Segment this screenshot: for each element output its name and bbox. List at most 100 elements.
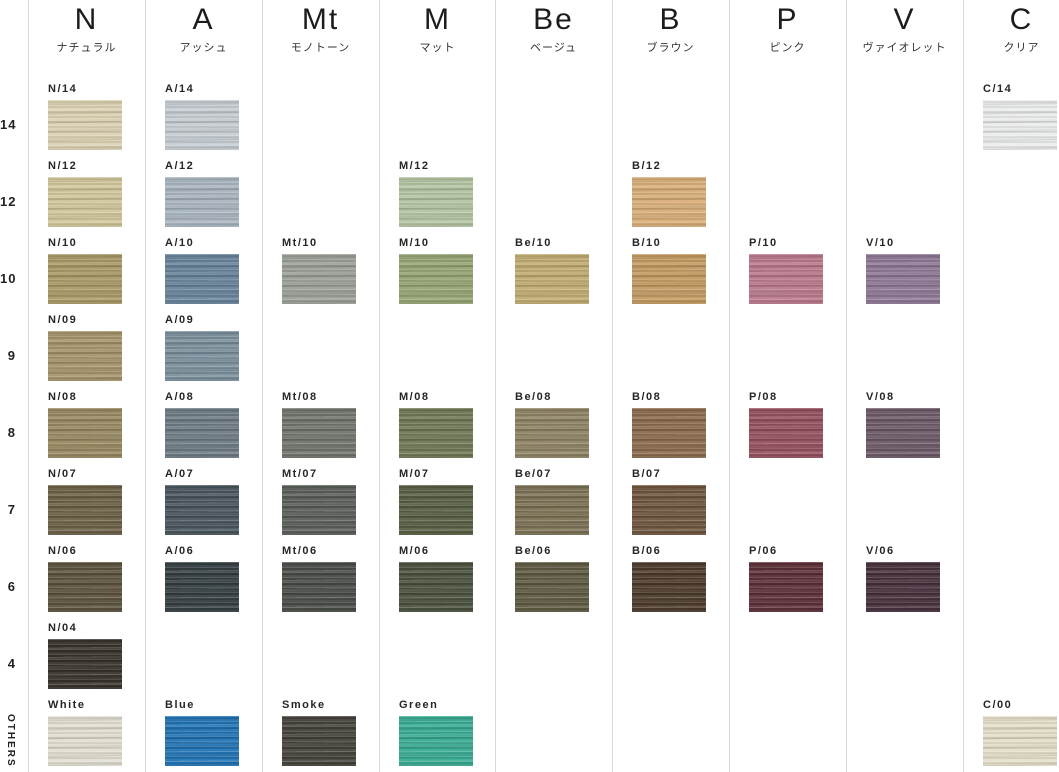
swatch-v-06 bbox=[866, 562, 940, 612]
swatch-n-08 bbox=[48, 408, 122, 458]
swatch-label-p-08: P/08 bbox=[749, 391, 778, 403]
column-name-ja: アッシュ bbox=[179, 42, 228, 54]
column-divider bbox=[963, 0, 964, 772]
swatch-n-14 bbox=[48, 100, 122, 150]
swatch-v-08 bbox=[866, 408, 940, 458]
column-header-mt: Mt モノトーン bbox=[262, 2, 379, 55]
swatch-m-07 bbox=[399, 485, 473, 535]
column-header-a: A アッシュ bbox=[145, 2, 262, 55]
swatch-label-blue: Blue bbox=[165, 699, 195, 711]
swatch-b-08 bbox=[632, 408, 706, 458]
column-header-b: B ブラウン bbox=[612, 2, 729, 55]
swatch-label-c-00: C/00 bbox=[983, 699, 1013, 711]
swatch-b-10 bbox=[632, 254, 706, 304]
column-divider bbox=[846, 0, 847, 772]
swatch-mt-06 bbox=[282, 562, 356, 612]
column-divider bbox=[262, 0, 263, 772]
row-label-4: 4 bbox=[7, 656, 16, 671]
swatch-mt-08 bbox=[282, 408, 356, 458]
swatch-label-v-10: V/10 bbox=[866, 237, 895, 249]
swatch-label-mt-10: Mt/10 bbox=[282, 237, 318, 249]
swatch-label-a-06: A/06 bbox=[165, 545, 195, 557]
swatch-n-06 bbox=[48, 562, 122, 612]
swatch-label-b-10: B/10 bbox=[632, 237, 662, 249]
swatch-p-06 bbox=[749, 562, 823, 612]
swatch-label-n-04: N/04 bbox=[48, 622, 78, 634]
swatch-m-12 bbox=[399, 177, 473, 227]
column-divider bbox=[145, 0, 146, 772]
swatch-label-be-06: Be/06 bbox=[515, 545, 552, 557]
swatch-label-be-07: Be/07 bbox=[515, 468, 552, 480]
row-label-8: 8 bbox=[7, 425, 16, 440]
column-code: Mt bbox=[301, 3, 340, 36]
swatch-m-08 bbox=[399, 408, 473, 458]
swatch-label-b-12: B/12 bbox=[632, 160, 662, 172]
swatch-label-m-06: M/06 bbox=[399, 545, 430, 557]
swatch-b-07 bbox=[632, 485, 706, 535]
column-name-ja: クリア bbox=[1003, 42, 1040, 54]
swatch-label-a-07: A/07 bbox=[165, 468, 195, 480]
swatch-v-10 bbox=[866, 254, 940, 304]
swatch-label-v-08: V/08 bbox=[866, 391, 895, 403]
swatch-p-08 bbox=[749, 408, 823, 458]
swatch-a-09 bbox=[165, 331, 239, 381]
swatch-a-06 bbox=[165, 562, 239, 612]
swatch-label-n-06: N/06 bbox=[48, 545, 78, 557]
column-divider bbox=[729, 0, 730, 772]
swatch-n-10 bbox=[48, 254, 122, 304]
swatch-label-v-06: V/06 bbox=[866, 545, 895, 557]
column-code: P bbox=[776, 3, 799, 36]
swatch-label-m-12: M/12 bbox=[399, 160, 430, 172]
column-header-c: C クリア bbox=[963, 2, 1059, 55]
swatch-mt-07 bbox=[282, 485, 356, 535]
swatch-label-a-09: A/09 bbox=[165, 314, 195, 326]
column-name-ja: ナチュラル bbox=[56, 42, 117, 54]
column-code: A bbox=[192, 3, 215, 36]
row-label-9: 9 bbox=[7, 348, 16, 363]
swatch-label-a-08: A/08 bbox=[165, 391, 195, 403]
swatch-a-08 bbox=[165, 408, 239, 458]
swatch-a-14 bbox=[165, 100, 239, 150]
swatch-smoke bbox=[282, 716, 356, 766]
swatch-label-c-14: C/14 bbox=[983, 83, 1013, 95]
swatch-label-b-07: B/07 bbox=[632, 468, 662, 480]
row-label-14: 14 bbox=[0, 117, 17, 132]
swatch-label-be-08: Be/08 bbox=[515, 391, 552, 403]
swatch-label-p-06: P/06 bbox=[749, 545, 778, 557]
swatch-label-p-10: P/10 bbox=[749, 237, 778, 249]
swatch-n-04 bbox=[48, 639, 122, 689]
swatch-c-00 bbox=[983, 716, 1057, 766]
swatch-mt-10 bbox=[282, 254, 356, 304]
swatch-label-mt-07: Mt/07 bbox=[282, 468, 318, 480]
swatch-green bbox=[399, 716, 473, 766]
column-name-ja: ピンク bbox=[769, 42, 806, 54]
swatch-label-smoke: Smoke bbox=[282, 699, 326, 711]
swatch-label-be-10: Be/10 bbox=[515, 237, 552, 249]
column-divider bbox=[28, 0, 29, 772]
swatch-m-10 bbox=[399, 254, 473, 304]
swatch-m-06 bbox=[399, 562, 473, 612]
row-label-others: OTHERS bbox=[5, 714, 16, 768]
swatch-blue bbox=[165, 716, 239, 766]
swatch-label-n-14: N/14 bbox=[48, 83, 78, 95]
swatch-p-10 bbox=[749, 254, 823, 304]
swatch-be-07 bbox=[515, 485, 589, 535]
row-label-7: 7 bbox=[7, 502, 16, 517]
column-header-m: M マット bbox=[379, 2, 496, 55]
swatch-c-14 bbox=[983, 100, 1057, 150]
swatch-n-09 bbox=[48, 331, 122, 381]
swatch-label-mt-06: Mt/06 bbox=[282, 545, 318, 557]
column-code: N bbox=[74, 3, 99, 36]
swatch-label-b-08: B/08 bbox=[632, 391, 662, 403]
column-code: V bbox=[893, 3, 916, 36]
column-name-ja: マット bbox=[419, 42, 456, 54]
column-name-ja: モノトーン bbox=[290, 42, 351, 54]
swatch-label-mt-08: Mt/08 bbox=[282, 391, 318, 403]
column-code: Be bbox=[533, 3, 574, 36]
column-code: B bbox=[659, 3, 682, 36]
column-code: C bbox=[1009, 3, 1034, 36]
swatch-n-07 bbox=[48, 485, 122, 535]
column-header-v: V ヴァイオレット bbox=[846, 2, 963, 55]
column-name-ja: ブラウン bbox=[646, 42, 695, 54]
